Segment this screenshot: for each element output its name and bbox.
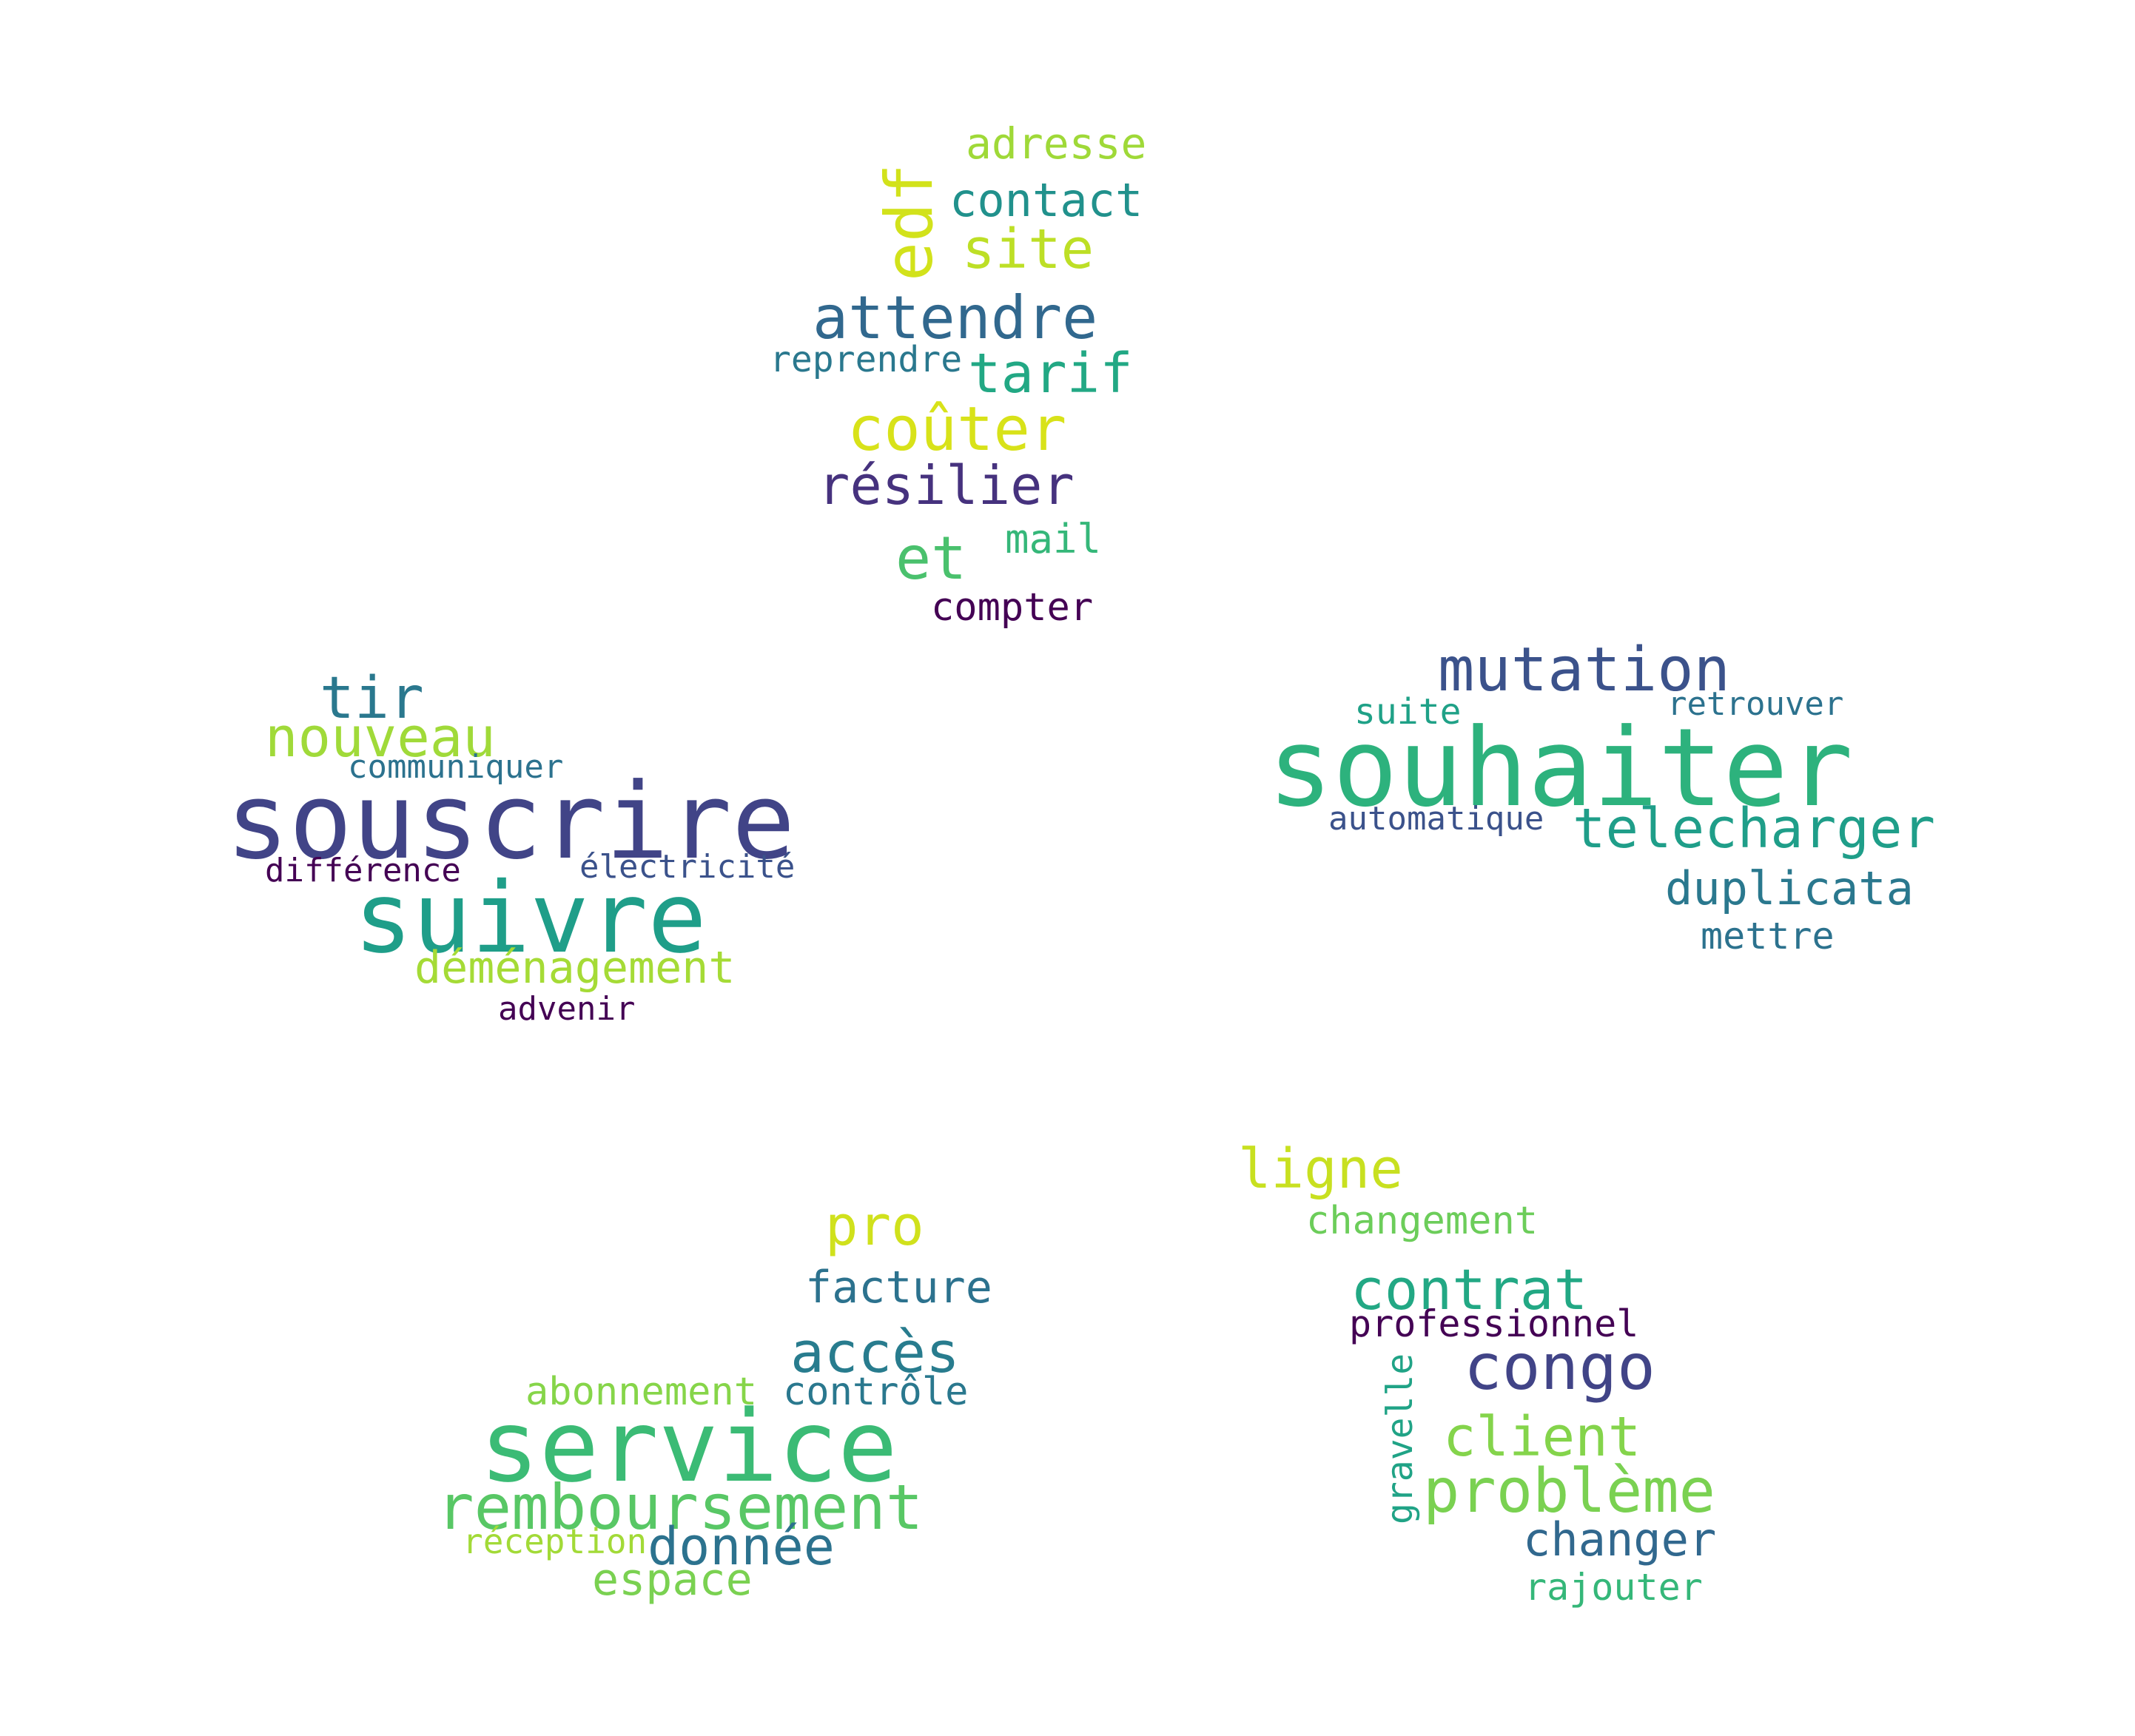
word-15: souscrire	[226, 761, 796, 883]
word-42: abonnement	[525, 1370, 758, 1414]
word-7: coûter	[847, 394, 1067, 465]
word-24: souhaiter	[1268, 705, 1854, 831]
word-12: tir	[320, 665, 424, 732]
word-27: duplicata	[1665, 861, 1914, 915]
word-20: advenir	[498, 990, 636, 1028]
word-18: suivre	[354, 861, 707, 975]
word-36: problème	[1423, 1456, 1715, 1527]
word-1: contact	[949, 173, 1143, 227]
word-14: communiquer	[348, 748, 564, 786]
word-23: retrouver	[1667, 685, 1844, 723]
word-47: donnée	[648, 1516, 835, 1577]
word-25: automatique	[1328, 800, 1544, 838]
word-19: déménagement	[414, 942, 736, 994]
word-26: telecharger	[1573, 797, 1936, 861]
word-38: rajouter	[1524, 1566, 1703, 1609]
word-39: pro	[825, 1194, 924, 1258]
word-44: service	[480, 1389, 898, 1504]
word-34: gravelle	[1379, 1353, 1421, 1524]
word-9: mail	[1005, 516, 1102, 562]
word-43: contrôle	[783, 1370, 969, 1414]
word-3: site	[962, 218, 1095, 281]
word-17: électricité	[579, 848, 796, 886]
word-22: suite	[1354, 691, 1462, 733]
word-0: adresse	[966, 118, 1147, 169]
word-29: ligne	[1238, 1137, 1403, 1201]
word-21: mutation	[1438, 635, 1730, 705]
word-8: résilier	[818, 454, 1075, 517]
word-48: espace	[592, 1554, 753, 1606]
word-45: remboursement	[437, 1471, 924, 1544]
word-11: compter	[931, 585, 1094, 630]
word-35: client	[1443, 1405, 1641, 1469]
word-10: et	[895, 524, 967, 593]
word-33: congo	[1464, 1330, 1655, 1404]
word-46: réception	[463, 1521, 648, 1561]
word-31: contrat	[1351, 1256, 1588, 1322]
word-4: attendre	[813, 283, 1098, 352]
word-40: facture	[805, 1262, 992, 1313]
word-28: mettre	[1701, 915, 1835, 958]
word-2: edf	[871, 164, 947, 281]
word-32: professionnel	[1349, 1302, 1639, 1345]
word-37: changer	[1523, 1513, 1717, 1567]
word-13: nouveau	[265, 706, 496, 770]
word-41: accès	[790, 1319, 960, 1385]
word-6: tarif	[968, 342, 1133, 406]
word-5: reprendre	[770, 339, 963, 380]
word-16: différence	[265, 852, 461, 889]
word-30: changement	[1306, 1199, 1539, 1243]
